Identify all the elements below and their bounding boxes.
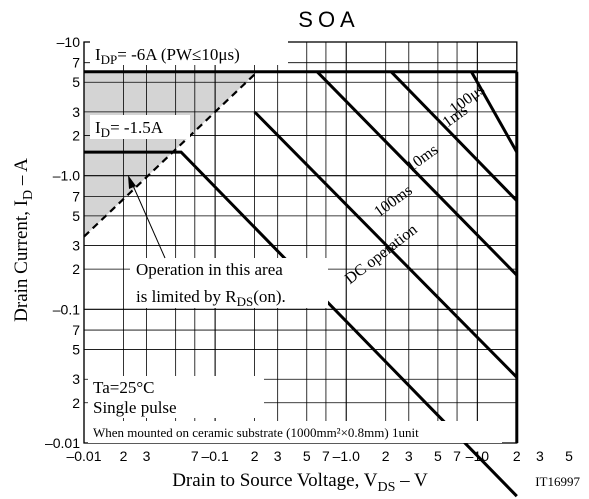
x-tick-label: 3	[274, 448, 282, 464]
series-line	[316, 70, 518, 277]
y-tick-label: 7	[72, 322, 80, 338]
y-tick-label: 7	[72, 55, 80, 71]
idp-label-bg	[90, 41, 288, 65]
id-label-bg	[90, 115, 190, 139]
x-tick-label: 3	[143, 448, 151, 464]
y-tick-label: 2	[72, 261, 80, 277]
series-line	[83, 70, 259, 238]
y-tick-label: 7	[72, 188, 80, 204]
x-tick-label: 7	[453, 448, 461, 464]
x-axis-title: Drain to Source Voltage, VDS – V	[172, 470, 428, 495]
y-tick-label: 3	[72, 371, 80, 387]
x-tick-label: 5	[565, 448, 573, 464]
y-tick-label: 5	[72, 74, 80, 90]
y-axis-title: Drain Current, ID – A	[11, 158, 36, 322]
rds-limited-region	[84, 71, 258, 237]
series-line	[84, 150, 518, 498]
conditions-bg	[88, 376, 264, 418]
y-tick-label: 3	[72, 238, 80, 254]
y-tick-label: –0.1	[53, 301, 80, 317]
x-tick-label: 2	[120, 448, 128, 464]
operation-note-arrowhead	[128, 175, 136, 189]
y-tick-label: –1.0	[53, 168, 80, 184]
series-line	[253, 110, 518, 379]
operation-note-line2: is limited by RDS(on).	[136, 287, 286, 309]
y-tick-label: 2	[72, 127, 80, 143]
mount-note: When mounted on ceramic substrate (1000m…	[93, 425, 419, 440]
idp-label: IDP= -6A (PW≤10μs)	[95, 45, 240, 67]
x-tick-label: 2	[513, 448, 521, 464]
y-tick-label: –0.01	[45, 435, 80, 451]
x-tick-label: 5	[434, 448, 442, 464]
y-tick-label: –10	[57, 34, 81, 50]
figure-id: IT16997	[535, 474, 580, 489]
series-line	[470, 70, 519, 153]
x-tick-label: 3	[536, 448, 544, 464]
y-tick-label: 5	[72, 208, 80, 224]
id-label: ID= -1.5A	[95, 118, 164, 140]
operation-note-line1: Operation in this area	[136, 260, 283, 279]
operation-note-bg	[130, 258, 328, 308]
x-tick-label: –1.0	[333, 448, 360, 464]
operation-note-arrow	[130, 180, 166, 259]
x-tick-label: 7	[322, 448, 330, 464]
ambient-temp-label: Ta=25°C	[93, 378, 154, 397]
mount-note-bg	[88, 421, 502, 443]
x-tick-label: 5	[303, 448, 311, 464]
x-tick-label: 7	[191, 448, 199, 464]
y-tick-label: 2	[72, 395, 80, 411]
y-tick-label: 5	[72, 342, 80, 358]
y-tick-label: 3	[72, 104, 80, 120]
x-tick-label: 2	[382, 448, 390, 464]
series-line	[390, 70, 518, 202]
x-tick-label: –0.1	[201, 448, 228, 464]
x-tick-label: –0.01	[66, 448, 101, 464]
x-tick-label: 3	[405, 448, 413, 464]
tick-labels: –0.01 2 3 7 –0.1 2 3 5 7 –1.0 2 3 5 7 –10 2 3 5–0.012357–…	[45, 34, 573, 464]
chart-title: SOA	[298, 7, 359, 32]
single-pulse-label: Single pulse	[93, 398, 177, 417]
x-tick-label: 2	[251, 448, 259, 464]
